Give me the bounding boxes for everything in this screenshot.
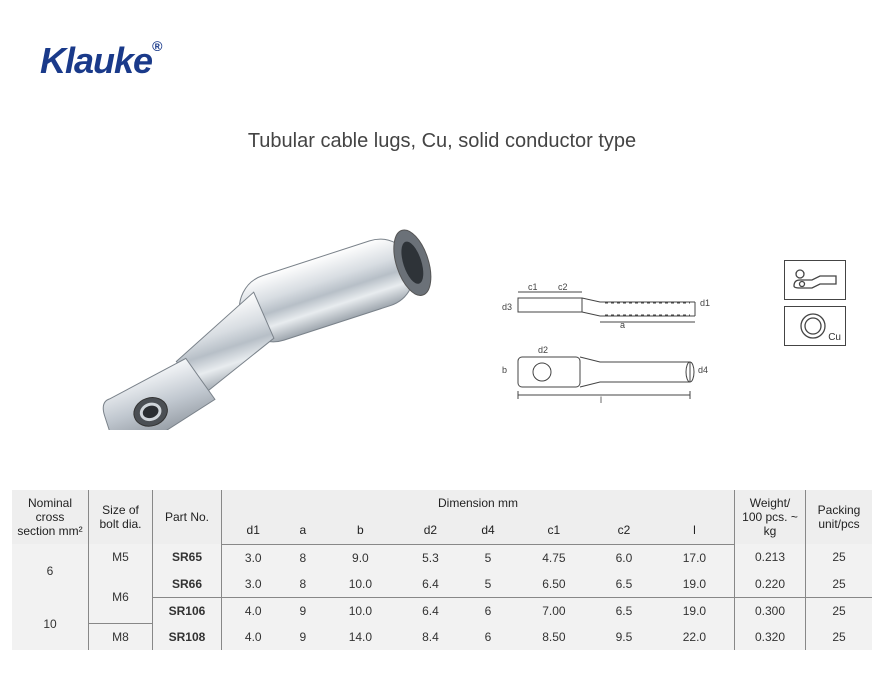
th-l: l xyxy=(655,517,735,544)
cell-weight: 0.320 xyxy=(735,624,806,651)
cell-bolt: M6 xyxy=(89,571,153,624)
cell-a: 8 xyxy=(284,544,321,571)
cell-packing: 25 xyxy=(806,597,873,624)
cu-ring-icon: Cu xyxy=(784,306,846,346)
cell-weight: 0.213 xyxy=(735,544,806,571)
cell-c1: 7.00 xyxy=(515,597,593,624)
label-d4: d4 xyxy=(698,365,708,375)
lug-icon xyxy=(784,260,846,300)
cell-bolt: M8 xyxy=(89,624,153,651)
cell-packing: 25 xyxy=(806,544,873,571)
cell-c2: 9.5 xyxy=(593,624,655,651)
table-row: 6M5SR653.089.05.354.756.017.00.21325 xyxy=(12,544,872,571)
cell-b: 10.0 xyxy=(321,571,399,598)
cell-b: 9.0 xyxy=(321,544,399,571)
cell-bolt: M5 xyxy=(89,544,153,571)
spec-table: Nominal cross section mm² Size of bolt d… xyxy=(12,490,872,650)
cell-b: 14.0 xyxy=(321,624,399,651)
cell-d1: 4.0 xyxy=(222,597,285,624)
cell-l: 19.0 xyxy=(655,571,735,598)
th-b: b xyxy=(321,517,399,544)
th-d4: d4 xyxy=(461,517,514,544)
brand-name: Klauke xyxy=(40,40,152,81)
label-d2: d2 xyxy=(538,345,548,355)
cell-d4: 6 xyxy=(461,624,514,651)
th-c2: c2 xyxy=(593,517,655,544)
th-nominal: Nominal cross section mm² xyxy=(12,490,89,544)
label-d3: d3 xyxy=(502,302,512,312)
cell-a: 9 xyxy=(284,597,321,624)
cell-c2: 6.5 xyxy=(593,597,655,624)
table-row: M6SR663.0810.06.456.506.519.00.22025 xyxy=(12,571,872,598)
cell-packing: 25 xyxy=(806,624,873,651)
cell-d2: 6.4 xyxy=(400,571,462,598)
th-bolt: Size of bolt dia. xyxy=(89,490,153,544)
cell-l: 22.0 xyxy=(655,624,735,651)
label-b: b xyxy=(502,365,507,375)
cell-packing: 25 xyxy=(806,571,873,598)
cell-d2: 5.3 xyxy=(400,544,462,571)
cell-partno: SR66 xyxy=(153,571,222,598)
product-photo xyxy=(70,190,450,430)
cell-partno: SR106 xyxy=(153,597,222,624)
th-c1: c1 xyxy=(515,517,593,544)
cell-c2: 6.5 xyxy=(593,571,655,598)
th-weight: Weight/ 100 pcs. ~ kg xyxy=(735,490,806,544)
cell-d1: 3.0 xyxy=(222,544,285,571)
cell-d1: 3.0 xyxy=(222,571,285,598)
label-c1: c1 xyxy=(528,282,538,292)
cell-weight: 0.300 xyxy=(735,597,806,624)
cell-partno: SR108 xyxy=(153,624,222,651)
th-dim-group: Dimension mm xyxy=(222,490,735,517)
cell-partno: SR65 xyxy=(153,544,222,571)
th-a: a xyxy=(284,517,321,544)
cell-c2: 6.0 xyxy=(593,544,655,571)
cell-d4: 6 xyxy=(461,597,514,624)
cell-weight: 0.220 xyxy=(735,571,806,598)
dimension-schematic: c1 c2 a d3 d1 b d2 d4 l xyxy=(500,280,730,410)
cell-nominal: 6 xyxy=(12,544,89,597)
label-l: l xyxy=(600,395,602,405)
th-d1: d1 xyxy=(222,517,285,544)
cell-a: 8 xyxy=(284,571,321,598)
material-icons: Cu xyxy=(784,260,854,352)
cell-d2: 8.4 xyxy=(400,624,462,651)
cell-d4: 5 xyxy=(461,544,514,571)
cell-a: 9 xyxy=(284,624,321,651)
cell-d2: 6.4 xyxy=(400,597,462,624)
label-d1: d1 xyxy=(700,298,710,308)
cell-b: 10.0 xyxy=(321,597,399,624)
cell-c1: 8.50 xyxy=(515,624,593,651)
table-row: M8SR1084.0914.08.468.509.522.00.32025 xyxy=(12,624,872,651)
cell-c1: 4.75 xyxy=(515,544,593,571)
th-packing: Packing unit/pcs xyxy=(806,490,873,544)
cell-d4: 5 xyxy=(461,571,514,598)
cell-l: 19.0 xyxy=(655,597,735,624)
th-d2: d2 xyxy=(400,517,462,544)
label-c2: c2 xyxy=(558,282,568,292)
th-partno: Part No. xyxy=(153,490,222,544)
cell-l: 17.0 xyxy=(655,544,735,571)
registered-mark: ® xyxy=(152,38,161,54)
cell-d1: 4.0 xyxy=(222,624,285,651)
page-title: Tubular cable lugs, Cu, solid conductor … xyxy=(0,130,884,153)
cell-nominal: 10 xyxy=(12,597,89,650)
brand-logo: Klauke® xyxy=(40,40,161,82)
cu-label: Cu xyxy=(828,332,841,343)
cell-c1: 6.50 xyxy=(515,571,593,598)
